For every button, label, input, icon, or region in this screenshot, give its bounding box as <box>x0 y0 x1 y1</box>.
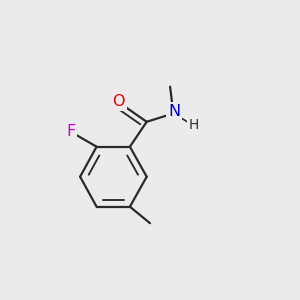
Text: F: F <box>66 124 75 139</box>
Text: N: N <box>168 104 180 119</box>
Text: H: H <box>188 118 199 132</box>
Text: O: O <box>112 94 125 109</box>
